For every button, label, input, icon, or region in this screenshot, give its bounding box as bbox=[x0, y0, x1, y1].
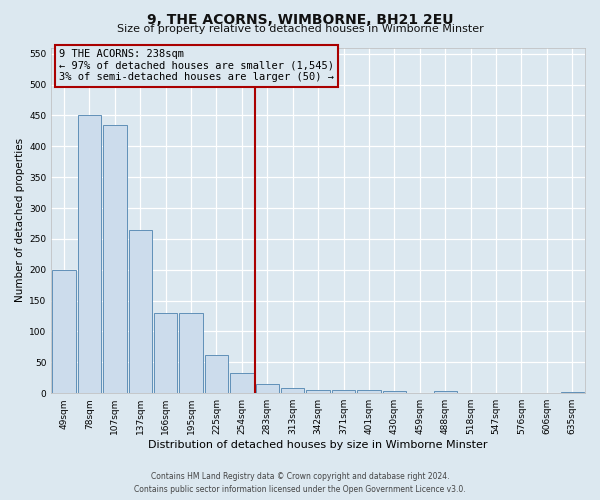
Bar bbox=[179, 313, 203, 393]
Bar bbox=[205, 355, 228, 393]
Bar bbox=[434, 390, 457, 393]
Text: Size of property relative to detached houses in Wimborne Minster: Size of property relative to detached ho… bbox=[116, 24, 484, 34]
Bar bbox=[307, 390, 330, 393]
Bar bbox=[154, 313, 178, 393]
Text: Contains HM Land Registry data © Crown copyright and database right 2024.
Contai: Contains HM Land Registry data © Crown c… bbox=[134, 472, 466, 494]
Bar bbox=[78, 116, 101, 393]
Bar bbox=[357, 390, 380, 393]
Text: 9 THE ACORNS: 238sqm
← 97% of detached houses are smaller (1,545)
3% of semi-det: 9 THE ACORNS: 238sqm ← 97% of detached h… bbox=[59, 49, 334, 82]
Bar bbox=[52, 270, 76, 393]
X-axis label: Distribution of detached houses by size in Wimborne Minster: Distribution of detached houses by size … bbox=[148, 440, 488, 450]
Bar bbox=[103, 124, 127, 393]
Bar bbox=[256, 384, 279, 393]
Bar bbox=[383, 392, 406, 393]
Bar bbox=[560, 392, 584, 393]
Bar bbox=[128, 230, 152, 393]
Y-axis label: Number of detached properties: Number of detached properties bbox=[15, 138, 25, 302]
Bar bbox=[332, 390, 355, 393]
Text: 9, THE ACORNS, WIMBORNE, BH21 2EU: 9, THE ACORNS, WIMBORNE, BH21 2EU bbox=[147, 12, 453, 26]
Bar bbox=[281, 388, 304, 393]
Bar bbox=[230, 374, 254, 393]
